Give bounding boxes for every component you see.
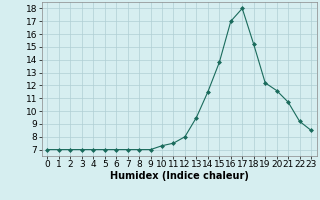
X-axis label: Humidex (Indice chaleur): Humidex (Indice chaleur)	[110, 171, 249, 181]
